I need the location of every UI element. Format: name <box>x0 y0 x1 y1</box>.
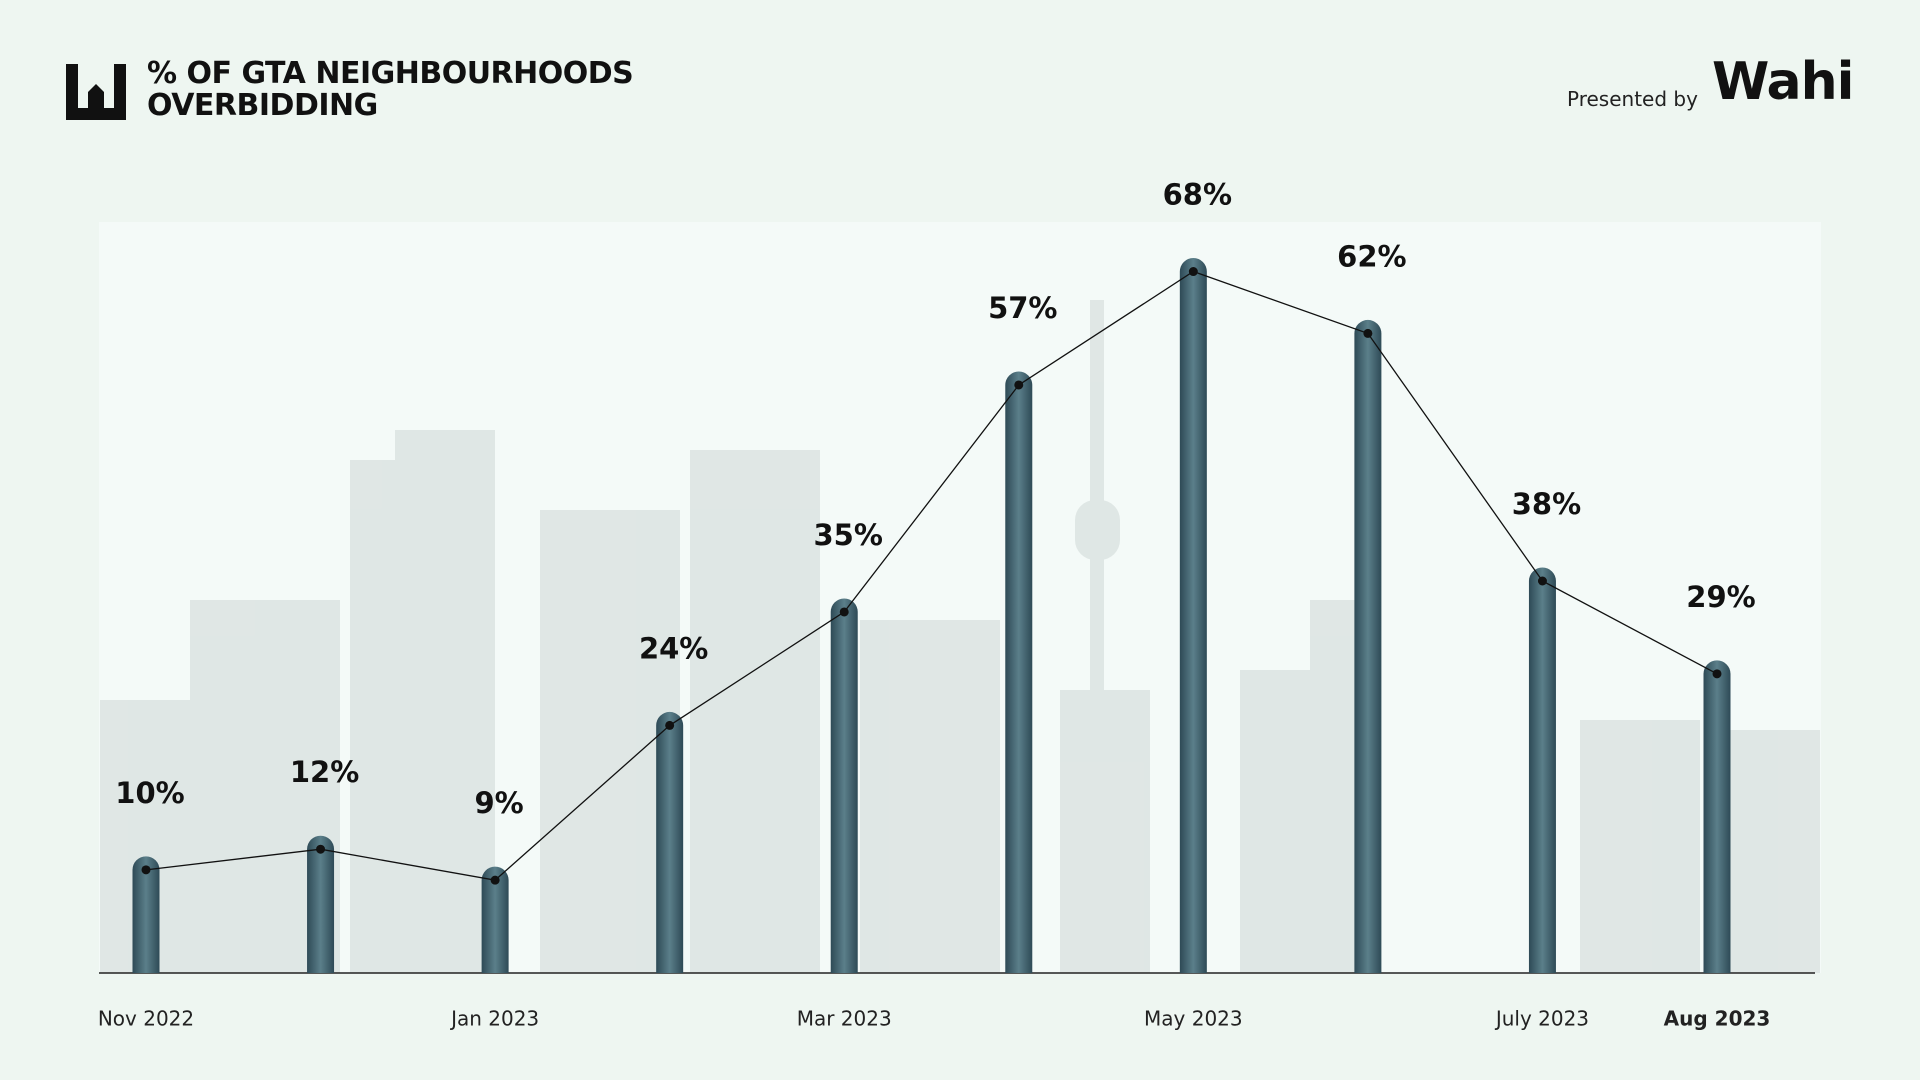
brand-logo: Wahi <box>1712 52 1854 112</box>
bar <box>1005 371 1033 974</box>
chart-title: % OF GTA NEIGHBOURHOODS OVERBIDDING <box>147 56 634 123</box>
value-label: 62% <box>1337 239 1406 273</box>
point <box>1188 267 1198 277</box>
skyline <box>100 300 1820 973</box>
trend-line <box>145 270 1718 881</box>
bar <box>307 835 335 973</box>
point <box>1712 669 1722 679</box>
point <box>665 720 675 730</box>
point <box>1014 380 1024 390</box>
bar <box>830 598 858 973</box>
value-label: 12% <box>290 755 359 789</box>
point <box>839 607 849 617</box>
value-label: 10% <box>115 776 184 810</box>
value-label: 24% <box>639 631 708 665</box>
value-label: 9% <box>474 786 523 820</box>
x-tick-label: Mar 2023 <box>797 1007 892 1031</box>
value-label: 29% <box>1686 580 1755 614</box>
point <box>1537 576 1547 586</box>
x-tick-label: July 2023 <box>1494 1007 1589 1031</box>
bar <box>132 856 160 973</box>
bar <box>1354 319 1382 973</box>
value-label: 68% <box>1163 178 1232 212</box>
x-tick-label: Nov 2022 <box>98 1007 194 1031</box>
bar <box>481 866 509 973</box>
bar <box>656 711 684 973</box>
value-label: 38% <box>1512 487 1581 521</box>
bar <box>1703 660 1731 973</box>
bar <box>1179 258 1207 973</box>
value-label: 35% <box>814 518 883 552</box>
x-tick-label: Aug 2023 <box>1664 1007 1771 1031</box>
x-tick-label: May 2023 <box>1144 1007 1243 1031</box>
logo-mark <box>66 64 126 120</box>
point <box>141 865 151 875</box>
point <box>490 875 500 885</box>
presented-by: Presented by <box>1567 87 1698 111</box>
x-tick-label: Jan 2023 <box>449 1007 539 1031</box>
point <box>316 844 326 854</box>
bar <box>1528 567 1556 973</box>
value-label: 57% <box>988 291 1057 325</box>
point <box>1363 328 1373 338</box>
